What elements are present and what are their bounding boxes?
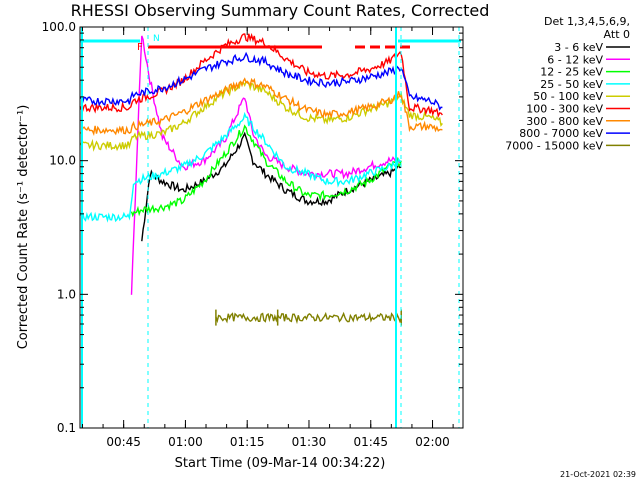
chart-title: RHESSI Observing Summary Count Rates, Co… xyxy=(71,1,490,20)
x-tick-label: 01:45 xyxy=(353,435,388,449)
legend-header: Att 0 xyxy=(604,28,630,41)
x-tick-label: 01:30 xyxy=(292,435,327,449)
legend-entry-label: 800 - 7000 keV xyxy=(519,127,603,140)
series-12-25-kev xyxy=(130,124,402,218)
timestamp: 21-Oct-2021 02:39 xyxy=(560,470,636,479)
x-tick-label: 02:00 xyxy=(415,435,450,449)
y-axis-label: Corrected Count Rate (s⁻¹ detector⁻¹) xyxy=(16,105,31,350)
x-tick-label: 00:45 xyxy=(106,435,141,449)
series-3-6-kev xyxy=(141,131,402,242)
y-tick-label: 1.0 xyxy=(57,287,76,301)
legend-entry-label: 25 - 50 keV xyxy=(540,78,603,91)
x-axis-label: Start Time (09-Mar-14 00:34:22) xyxy=(175,456,386,471)
x-tick-label: 01:00 xyxy=(168,435,203,449)
legend-entry-label: 50 - 100 keV xyxy=(533,90,603,103)
y-tick-label: 10.0 xyxy=(49,154,76,168)
series-300-800-kev xyxy=(79,77,443,137)
flag-label-f: F xyxy=(137,42,143,53)
legend-entry-label: 6 - 12 keV xyxy=(547,53,603,66)
series-25-50-kev xyxy=(79,111,402,223)
y-tick-label: 100.0 xyxy=(42,20,76,34)
legend-entry-label: 300 - 800 keV xyxy=(526,115,603,128)
y-tick-label: 0.1 xyxy=(57,421,76,435)
legend-entry-label: 3 - 6 keV xyxy=(554,41,603,54)
series-7000-15000-kev xyxy=(215,311,402,325)
legend-entry-label: 12 - 25 keV xyxy=(540,66,603,79)
series-800-7000-kev xyxy=(80,51,443,111)
plot-frame xyxy=(79,26,464,429)
series-50-100-kev xyxy=(79,80,443,152)
x-tick-label: 01:15 xyxy=(230,435,265,449)
series-6-12-kev xyxy=(130,35,402,295)
legend-entry-label: 7000 - 15000 keV xyxy=(505,139,603,152)
flag-label-n: N xyxy=(153,34,160,44)
legend-header: Det 1,3,4,5,6,9, xyxy=(544,15,630,28)
legend-entry-label: 100 - 300 keV xyxy=(526,103,603,116)
series-100-300-kev xyxy=(79,32,443,118)
